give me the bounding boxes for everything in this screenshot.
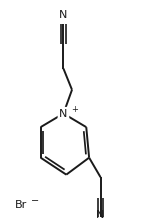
Text: N: N — [59, 109, 68, 119]
Text: +: + — [71, 105, 78, 114]
Text: −: − — [31, 196, 39, 206]
Text: Br: Br — [15, 200, 27, 210]
Text: N: N — [96, 210, 105, 220]
Text: N: N — [59, 10, 68, 20]
